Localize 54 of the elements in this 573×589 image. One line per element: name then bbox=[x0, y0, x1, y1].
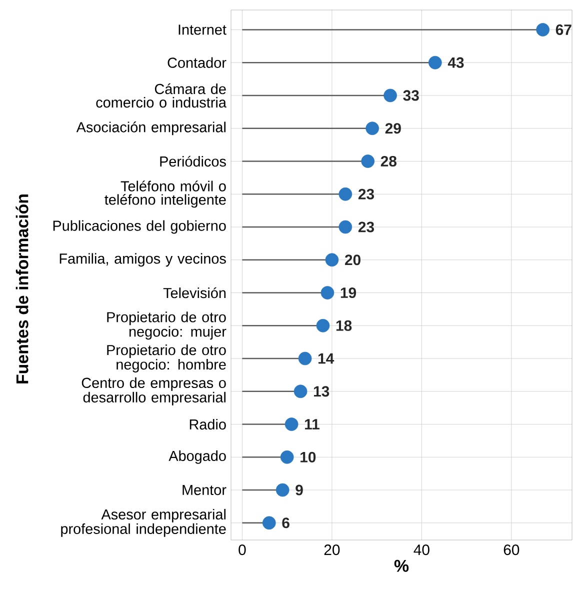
y-tick-label: Familia, amigos y vecinos bbox=[60, 253, 226, 267]
point bbox=[338, 220, 352, 234]
x-tick-label: 40 bbox=[414, 544, 430, 556]
point bbox=[325, 253, 339, 267]
y-axis-title: Fuentes de información bbox=[16, 194, 28, 384]
y-tick-label: Cámara de comercio o industria bbox=[96, 83, 226, 108]
data-label: 9 bbox=[296, 484, 303, 496]
data-label: 29 bbox=[385, 123, 401, 134]
point bbox=[294, 384, 308, 398]
point bbox=[276, 483, 290, 497]
point bbox=[316, 318, 330, 332]
data-label: 10 bbox=[300, 452, 316, 462]
y-tick-label: Propietario de otro negocio: mujer bbox=[107, 312, 226, 340]
data-label: 18 bbox=[336, 320, 352, 331]
point bbox=[428, 56, 442, 70]
point bbox=[262, 516, 276, 530]
data-label: 13 bbox=[314, 386, 330, 397]
data-label: 67 bbox=[556, 24, 572, 36]
x-axis-title: % bbox=[394, 560, 409, 572]
point bbox=[280, 450, 294, 464]
y-tick-label: Periódicos bbox=[160, 156, 226, 167]
y-tick-label: Teléfono móvil o teléfono inteligente bbox=[104, 180, 226, 208]
point bbox=[536, 23, 550, 36]
data-label: 23 bbox=[358, 222, 374, 232]
y-tick-label: Abogado bbox=[168, 450, 226, 464]
point bbox=[384, 88, 397, 102]
x-tick-label: 60 bbox=[504, 544, 520, 556]
data-label: 14 bbox=[318, 353, 334, 364]
y-tick-label: Propietario de otro negocio: hombre bbox=[107, 344, 226, 372]
point bbox=[298, 352, 312, 366]
y-tick-label: Radio bbox=[190, 418, 226, 430]
data-label: 6 bbox=[282, 518, 290, 528]
y-tick-label: Televisión bbox=[163, 287, 226, 298]
point bbox=[320, 286, 334, 300]
point bbox=[361, 154, 375, 168]
x-tick-label: 20 bbox=[324, 544, 340, 556]
y-tick-label: Contador bbox=[168, 57, 226, 68]
data-label: 43 bbox=[448, 57, 464, 68]
x-tick-label: 0 bbox=[238, 544, 246, 556]
y-tick-label: Centro de empresas o desarrollo empresarial bbox=[82, 377, 226, 406]
y-tick-label: Internet bbox=[178, 24, 226, 35]
data-label: 23 bbox=[358, 188, 374, 200]
data-label: 20 bbox=[344, 254, 360, 266]
data-label: 33 bbox=[403, 90, 419, 101]
y-tick-label: Asociación empresarial bbox=[76, 122, 226, 136]
point bbox=[284, 418, 298, 431]
y-tick-label: Asesor empresarial profesional independiente bbox=[61, 508, 226, 537]
y-tick-label: Publicaciones del gobierno bbox=[53, 220, 226, 234]
data-label: 11 bbox=[305, 419, 320, 430]
data-label: 28 bbox=[380, 156, 397, 167]
point bbox=[338, 187, 352, 201]
data-label: 19 bbox=[340, 287, 356, 298]
point bbox=[366, 122, 380, 136]
y-tick-label: Mentor bbox=[182, 484, 226, 496]
